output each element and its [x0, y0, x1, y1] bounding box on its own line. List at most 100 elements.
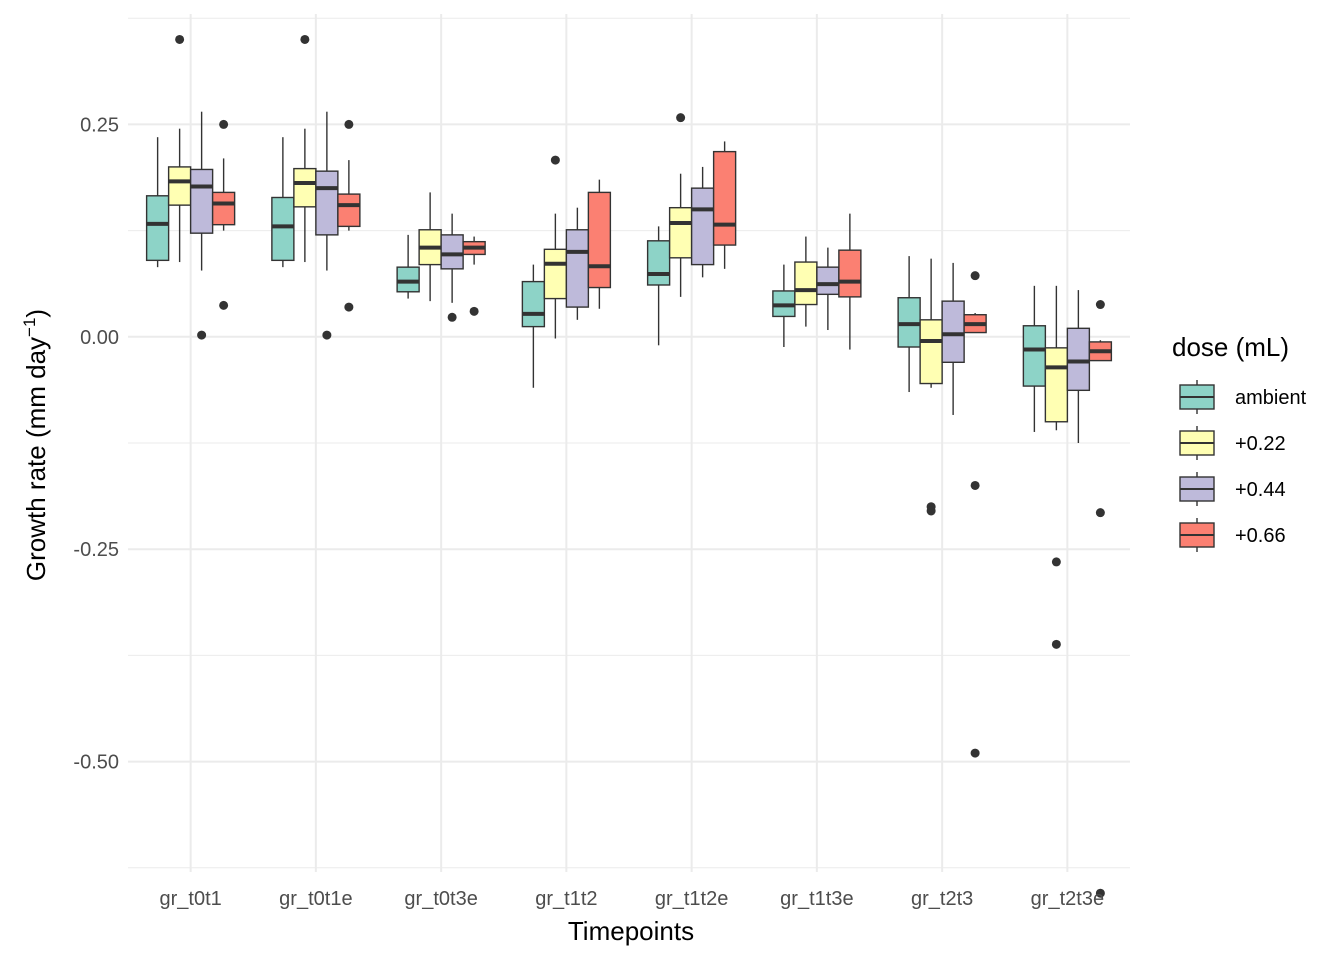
outlier-point [970, 480, 980, 490]
box-gr_t1t2-ambient [521, 264, 546, 388]
box-iqr [1066, 327, 1091, 392]
box-iqr [794, 261, 818, 306]
y-tick-label: 0.00 [80, 327, 119, 349]
box-iqr [521, 280, 546, 328]
box-gr_t2t3-+0.44 [941, 262, 965, 415]
outlier-point [219, 300, 229, 310]
box-gr_t1t2e-+0.44 [690, 166, 715, 278]
outlier-point [219, 119, 229, 129]
box-iqr [941, 300, 965, 363]
box-iqr [440, 234, 464, 270]
box-iqr [271, 196, 295, 262]
box-iqr [668, 206, 693, 259]
box-iqr [315, 170, 339, 236]
x-tick-label: gr_t1t2e [655, 888, 728, 910]
legend-label: ambient [1235, 387, 1307, 409]
outlier-point [926, 506, 936, 516]
x-tick-label: gr_t2t3 [911, 888, 973, 910]
outlier-point [1051, 557, 1061, 567]
box-iqr [816, 266, 840, 296]
outlier-point [550, 155, 560, 165]
box-gr_t1t2-+0.44 [565, 207, 590, 320]
box-iqr [337, 193, 361, 228]
outlier-point [1095, 888, 1105, 898]
outlier-point [344, 302, 354, 312]
box-gr_t1t2e-ambient [646, 226, 671, 346]
x-tick-label: gr_t1t2 [535, 888, 597, 910]
box-gr_t1t3e-+0.22 [794, 236, 818, 327]
box-gr_t0t1-+0.44 [189, 111, 214, 340]
box-gr_t1t3e-+0.66 [838, 213, 862, 350]
x-tick-label: gr_t1t3e [780, 888, 853, 910]
box-iqr [646, 240, 671, 286]
legend-label: +0.44 [1235, 479, 1286, 501]
box-iqr [167, 166, 192, 206]
box-gr_t0t1e-ambient [271, 137, 295, 268]
outlier-point [447, 312, 457, 322]
y-tick-label: -0.50 [73, 752, 119, 774]
box-gr_t1t2e-+0.66 [712, 141, 737, 269]
x-tick-label: gr_t0t1e [279, 888, 352, 910]
box-gr_t2t3-ambient [897, 256, 921, 393]
legend-layer: dose (mL) ambient +0.22 +0.44 +0.66 [1172, 332, 1307, 552]
y-axis-title: Growth rate (mm day−1) [20, 309, 51, 581]
box-gr_t2t3-+0.66 [963, 271, 987, 758]
box-iqr [396, 266, 420, 293]
grid-layer [128, 14, 1130, 872]
box-iqr [690, 187, 715, 266]
box-iqr [587, 191, 612, 289]
box-gr_t1t3e-ambient [772, 264, 796, 348]
legend-item-+0.66: +0.66 [1179, 518, 1286, 552]
box-gr_t2t3e-+0.66 [1088, 300, 1113, 898]
outlier-point [175, 34, 185, 44]
box-gr_t0t3e-+0.66 [462, 236, 486, 316]
box-gr_t1t2-+0.22 [543, 155, 568, 339]
legend-label: +0.66 [1235, 525, 1286, 547]
box-gr_t0t1-ambient [145, 137, 170, 268]
outlier-point [1095, 300, 1105, 310]
box-iqr [189, 168, 214, 234]
box-gr_t0t3e-+0.44 [440, 213, 464, 322]
box-gr_t0t3e-+0.22 [418, 192, 442, 302]
legend-item-ambient: ambient [1179, 380, 1307, 414]
x-tick-label: gr_t0t3e [404, 888, 477, 910]
y-axis-title-superscript: −1 [20, 318, 39, 337]
legend-item-+0.22: +0.22 [1179, 426, 1286, 460]
box-gr_t0t3e-ambient [396, 234, 420, 299]
outlier-point [970, 748, 980, 758]
box-gr_t0t1e-+0.22 [293, 34, 317, 263]
box-gr_t0t1e-+0.44 [315, 111, 339, 340]
y-tick-label: -0.25 [73, 539, 119, 561]
legend-item-+0.44: +0.44 [1179, 472, 1286, 506]
outlier-point [197, 330, 207, 340]
box-gr_t0t1-+0.22 [167, 34, 192, 263]
outlier-point [970, 271, 980, 281]
box-iqr [838, 249, 862, 298]
x-tick-label: gr_t0t1 [159, 888, 221, 910]
outlier-point [300, 34, 310, 44]
box-gr_t0t1-+0.66 [211, 119, 236, 310]
box-layer [145, 34, 1113, 898]
outlier-point [344, 119, 354, 129]
y-axis-title-close: ) [21, 309, 51, 318]
outlier-point [1095, 508, 1105, 518]
box-gr_t0t1e-+0.66 [337, 119, 361, 312]
y-tick-label: 0.25 [80, 114, 119, 136]
legend-label: +0.22 [1235, 433, 1286, 455]
x-axis-title: Timepoints [568, 916, 694, 946]
box-iqr [145, 195, 170, 262]
box-gr_t2t3e-ambient [1022, 285, 1047, 432]
y-axis-title-main: Growth rate (mm day [21, 337, 51, 581]
box-gr_t1t2-+0.66 [587, 179, 612, 309]
box-gr_t2t3e-+0.22 [1044, 285, 1069, 649]
box-gr_t2t3-+0.22 [919, 258, 943, 516]
box-iqr [293, 167, 317, 208]
legend-title: dose (mL) [1172, 332, 1289, 362]
outlier-point [469, 306, 479, 316]
outlier-point [322, 330, 332, 340]
box-iqr [565, 229, 590, 308]
box-iqr [211, 191, 236, 226]
box-gr_t1t2e-+0.22 [668, 113, 693, 297]
